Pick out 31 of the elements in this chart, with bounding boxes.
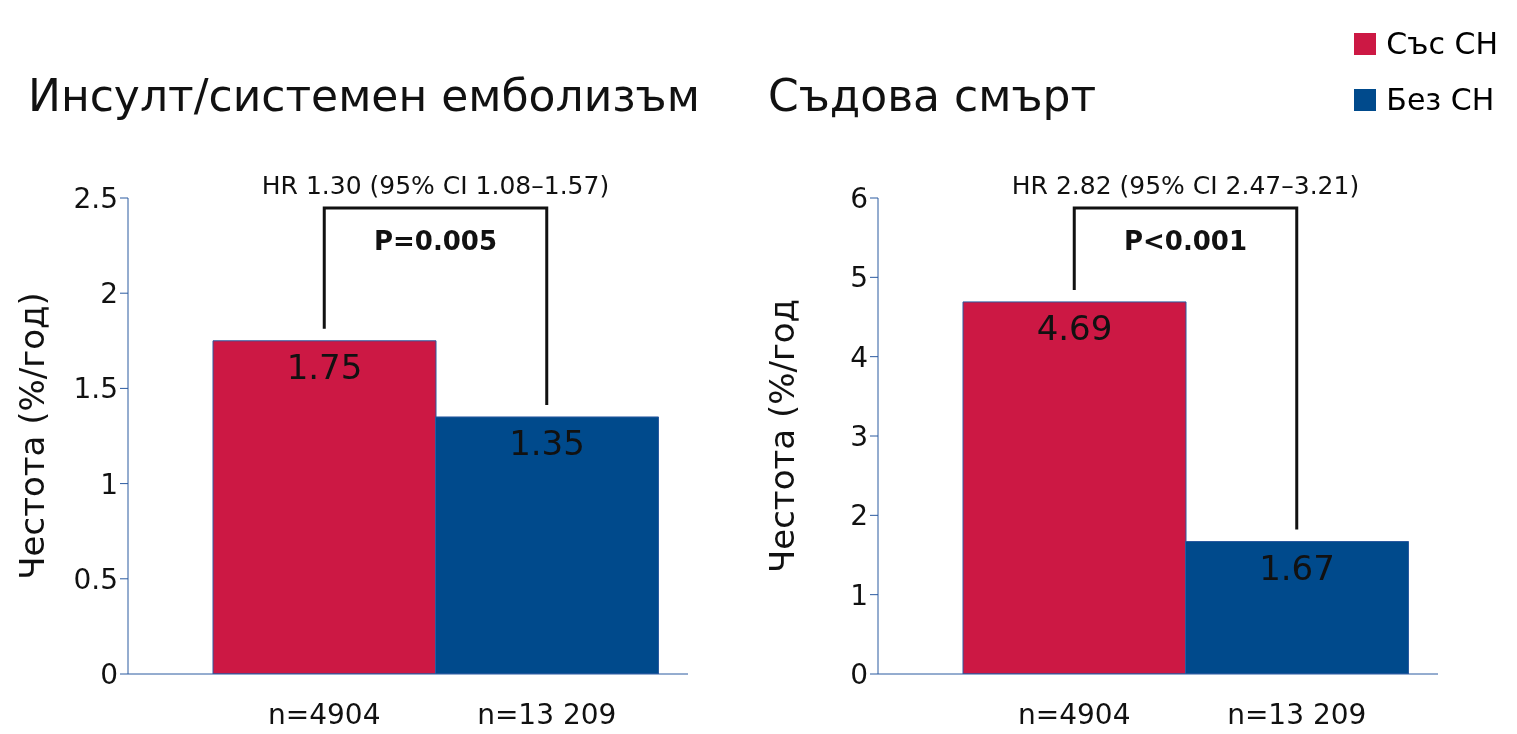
chart-title: Инсулт/системен емболизъм — [28, 70, 700, 121]
y-tick-label: 0 — [850, 657, 868, 691]
data-label: 1.35 — [509, 423, 585, 464]
data-label: 1.67 — [1259, 547, 1335, 588]
annotation: HR 1.30 (95% CI 1.08–1.57) — [261, 171, 610, 200]
legend-label: Без СН — [1386, 81, 1495, 119]
y-tick-label: 3 — [850, 419, 868, 453]
y-tick-label: 2 — [100, 277, 118, 311]
y-tick-label: 1 — [850, 578, 868, 612]
x-tick-label: n=13 209 — [477, 697, 617, 731]
y-tick-label: 5 — [850, 261, 868, 295]
data-label: 4.69 — [1036, 308, 1113, 349]
legend-label: Със СН — [1386, 25, 1498, 63]
x-tick-label: n=4904 — [268, 697, 381, 731]
annotation: P<0.001 — [1123, 226, 1248, 256]
y-tick-label: 0.5 — [73, 562, 118, 596]
chart-title: Съдова смърт — [768, 70, 1097, 121]
annotation: P=0.005 — [373, 226, 498, 256]
y-axis-title: Честота (%/год — [762, 298, 803, 574]
x-tick-label: n=4904 — [1018, 697, 1131, 731]
annotation: HR 2.82 (95% CI 2.47–3.21) — [1011, 171, 1360, 200]
y-tick-label: 2.5 — [73, 181, 118, 215]
y-tick-label: 1.5 — [73, 372, 118, 406]
y-tick-label: 0 — [100, 657, 118, 691]
data-label: 1.75 — [286, 346, 363, 387]
y-axis-title: Честота (%/год) — [12, 292, 53, 580]
y-tick-label: 2 — [850, 499, 868, 533]
y-tick-label: 6 — [850, 181, 868, 215]
y-tick-label: 1 — [100, 467, 118, 501]
x-tick-label: n=13 209 — [1227, 697, 1367, 731]
y-tick-label: 4 — [850, 340, 868, 374]
